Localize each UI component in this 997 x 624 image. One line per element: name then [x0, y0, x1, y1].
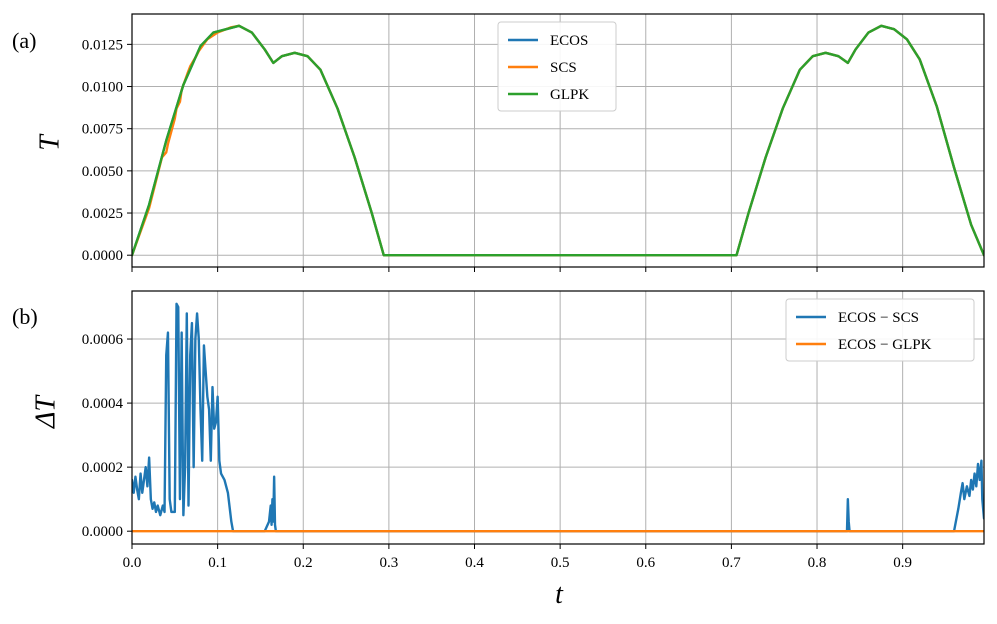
plot-frame-b	[131, 290, 985, 545]
x-axis-label: t	[555, 579, 564, 610]
series-group-a	[132, 24, 984, 257]
legend-label-glpk: GLPK	[550, 87, 589, 103]
legend-a: ECOS SCS GLPK	[497, 21, 617, 112]
x-tick-label-3: 0.3	[380, 555, 399, 571]
x-tick-label-4: 0.4	[465, 555, 484, 571]
y-tick-label-2: 0.0004	[82, 396, 124, 412]
series-line-ecos-scs	[132, 302, 984, 533]
y-tick-label-4: 0.0100	[82, 80, 123, 96]
legend-box	[785, 298, 975, 362]
legend-b: ECOS − SCS ECOS − GLPK	[785, 298, 975, 362]
x-tick-label-7: 0.7	[722, 555, 741, 571]
panel-b: (b) ΔT 0.0 0.1 0.2 0.3 0.4 0.5 0.6 0.7 0.8 0.90.0…	[12, 290, 985, 571]
y-tick-label-0: 0.0000	[82, 524, 123, 540]
plot-frame-a	[131, 13, 985, 268]
series-line-glpk	[132, 24, 984, 257]
legend-label-ecos-scs: ECOS − SCS	[838, 310, 919, 326]
x-tick-label-8: 0.8	[808, 555, 827, 571]
y-tick-label-5: 0.0125	[82, 37, 123, 53]
ticks-a: 0.0000 0.0025 0.0050 0.0075 0.0100 0.0125	[82, 37, 904, 272]
y-tick-label-1: 0.0025	[82, 206, 123, 222]
x-tick-label-1: 0.1	[208, 555, 227, 571]
x-tick-label-0: 0.0	[123, 555, 142, 571]
ticks-b: 0.0 0.1 0.2 0.3 0.4 0.5 0.6 0.7 0.8 0.9 0.0000 0.00…	[82, 332, 912, 571]
legend-label-ecos: ECOS	[550, 33, 588, 49]
panel-label-b: (b)	[12, 304, 38, 329]
y-tick-label-0: 0.0000	[82, 248, 123, 264]
y-tick-label-3: 0.0075	[82, 122, 123, 138]
x-tick-label-2: 0.2	[294, 555, 313, 571]
y-axis-label-b: ΔT	[30, 394, 61, 429]
legend-label-scs: SCS	[550, 60, 577, 76]
x-tick-label-5: 0.5	[551, 555, 570, 571]
x-tick-label-6: 0.6	[636, 555, 655, 571]
y-axis-label-a: T	[34, 133, 65, 151]
y-tick-label-1: 0.0002	[82, 460, 123, 476]
panel-a: (a) T 0.0000 0.0025 0.0050 0.0075 0.0100 0.01…	[12, 13, 985, 272]
legend-box	[497, 21, 617, 112]
x-tick-label-9: 0.9	[893, 555, 912, 571]
y-tick-label-3: 0.0006	[82, 332, 124, 348]
panel-label-a: (a)	[12, 28, 36, 53]
legend-label-ecos-glpk: ECOS − GLPK	[838, 337, 932, 353]
y-tick-label-2: 0.0050	[82, 164, 123, 180]
series-group-b	[132, 302, 984, 533]
